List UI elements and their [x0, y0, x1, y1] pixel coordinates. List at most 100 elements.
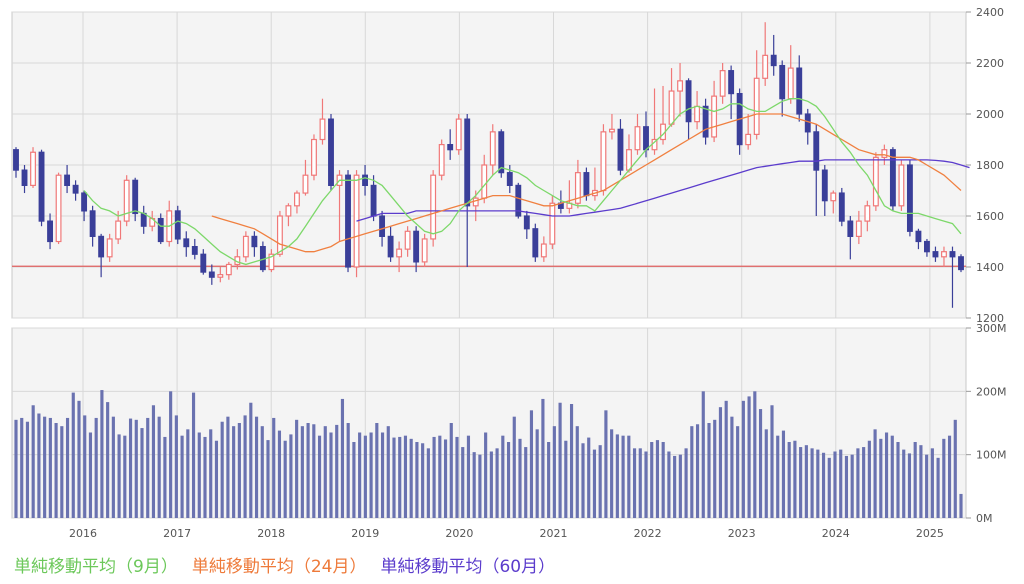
- candle: [753, 77, 760, 136]
- volume-bar: [907, 453, 912, 518]
- candle: [157, 217, 164, 243]
- x-tick-label: 2021: [540, 527, 568, 540]
- volume-bar: [25, 421, 30, 518]
- volume-bar: [14, 419, 18, 518]
- candle: [13, 149, 19, 171]
- volume-bar: [346, 423, 350, 518]
- volume-bar: [953, 419, 957, 518]
- volume-bar: [667, 451, 671, 518]
- volume-bar: [839, 449, 843, 518]
- volume-bar: [449, 423, 453, 518]
- candle: [47, 220, 53, 243]
- y-tick-label: 2000: [976, 108, 1004, 121]
- candle: [225, 263, 232, 276]
- volume-bar: [564, 440, 568, 518]
- candle: [379, 215, 386, 237]
- volume-bar: [758, 409, 763, 518]
- candle: [949, 251, 956, 258]
- volume-bar: [747, 396, 751, 518]
- candle: [438, 144, 445, 176]
- candle: [345, 174, 351, 268]
- candle: [140, 212, 147, 227]
- volume-bar: [409, 438, 413, 518]
- candle: [498, 131, 505, 174]
- candle: [89, 210, 96, 237]
- y-tick-label: 2400: [976, 6, 1004, 19]
- volume-bar: [764, 429, 768, 518]
- volume-bar: [581, 443, 585, 518]
- candle: [523, 215, 530, 230]
- volume-bar: [272, 417, 276, 518]
- candle: [430, 174, 437, 240]
- candle: [464, 118, 471, 207]
- candle: [549, 202, 556, 245]
- volume-bar: [151, 405, 156, 518]
- candle: [847, 220, 854, 238]
- volume-bar: [174, 415, 178, 518]
- volume-bar: [352, 442, 356, 518]
- volume-bar: [701, 391, 705, 518]
- volume-bar: [415, 442, 419, 518]
- volume-bar: [249, 402, 253, 518]
- candle: [958, 256, 964, 271]
- candle: [609, 128, 615, 133]
- volume-bar: [180, 435, 184, 518]
- volume-bar: [879, 438, 883, 518]
- candle: [872, 156, 879, 207]
- volume-bar: [392, 437, 396, 518]
- volume-bar: [254, 416, 259, 518]
- volume-bar: [484, 432, 488, 518]
- volume-bar: [730, 416, 734, 518]
- candle: [532, 228, 539, 258]
- volume-bar: [94, 417, 98, 518]
- volume-bar: [375, 423, 379, 518]
- volume-bar: [134, 419, 138, 518]
- volume-bar: [398, 436, 402, 518]
- candle: [787, 67, 794, 100]
- volume-bar: [913, 442, 917, 518]
- x-tick-label: 2018: [257, 527, 285, 540]
- candle: [745, 133, 752, 146]
- candle: [276, 215, 283, 255]
- volume-bar: [283, 440, 287, 518]
- candle: [302, 174, 309, 194]
- volume-bar: [489, 451, 493, 518]
- volume-bar: [598, 445, 602, 518]
- volume-bar: [718, 407, 723, 518]
- candle: [617, 128, 624, 171]
- candle: [55, 174, 62, 243]
- volume-bar: [736, 426, 740, 518]
- candle: [132, 179, 139, 215]
- candle: [702, 105, 709, 138]
- candle: [72, 184, 79, 194]
- volume-bar: [478, 454, 482, 518]
- volume-bar: [426, 448, 430, 518]
- candle: [574, 172, 581, 204]
- candle: [174, 210, 181, 240]
- legend-ma9: 単純移動平均（9月）: [14, 557, 178, 577]
- volume-bar: [65, 417, 70, 518]
- candle: [668, 90, 675, 125]
- candle: [421, 238, 428, 263]
- volume-bar: [306, 423, 310, 518]
- candle: [328, 118, 334, 187]
- candle: [677, 80, 683, 92]
- candle: [506, 172, 513, 186]
- volume-bar: [111, 416, 115, 518]
- candle: [515, 184, 522, 217]
- candle: [106, 238, 113, 258]
- volume-bar: [146, 417, 150, 518]
- volume-bar: [644, 451, 648, 518]
- volume-bar: [524, 447, 528, 518]
- volume-bar: [300, 426, 304, 518]
- volume-bar: [260, 426, 264, 518]
- candle: [864, 205, 871, 222]
- volume-bar: [707, 423, 711, 518]
- candle: [387, 235, 394, 258]
- volume-bar: [810, 448, 814, 518]
- volume-bar: [535, 429, 539, 518]
- volume-bar: [289, 434, 293, 518]
- volume-bar: [37, 413, 41, 518]
- candle: [81, 192, 88, 212]
- candle: [489, 131, 496, 166]
